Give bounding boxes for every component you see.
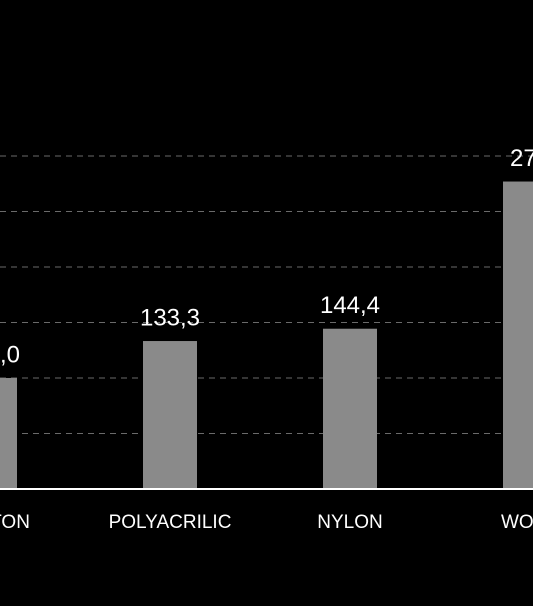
value-label: 100,0 [0,341,20,368]
bar [503,181,533,489]
value-label: 277 [510,145,533,172]
bar [323,328,377,489]
bar [0,378,17,489]
x-tick-label: WOOL [501,512,533,533]
bar [143,341,197,489]
x-tick-label: POLYACRILIC [109,512,232,533]
value-label: 133,3 [140,304,200,331]
x-tick-label: NYLON [317,512,382,533]
x-tick-label: COTTON [0,512,30,533]
value-label: 144,4 [320,292,380,319]
